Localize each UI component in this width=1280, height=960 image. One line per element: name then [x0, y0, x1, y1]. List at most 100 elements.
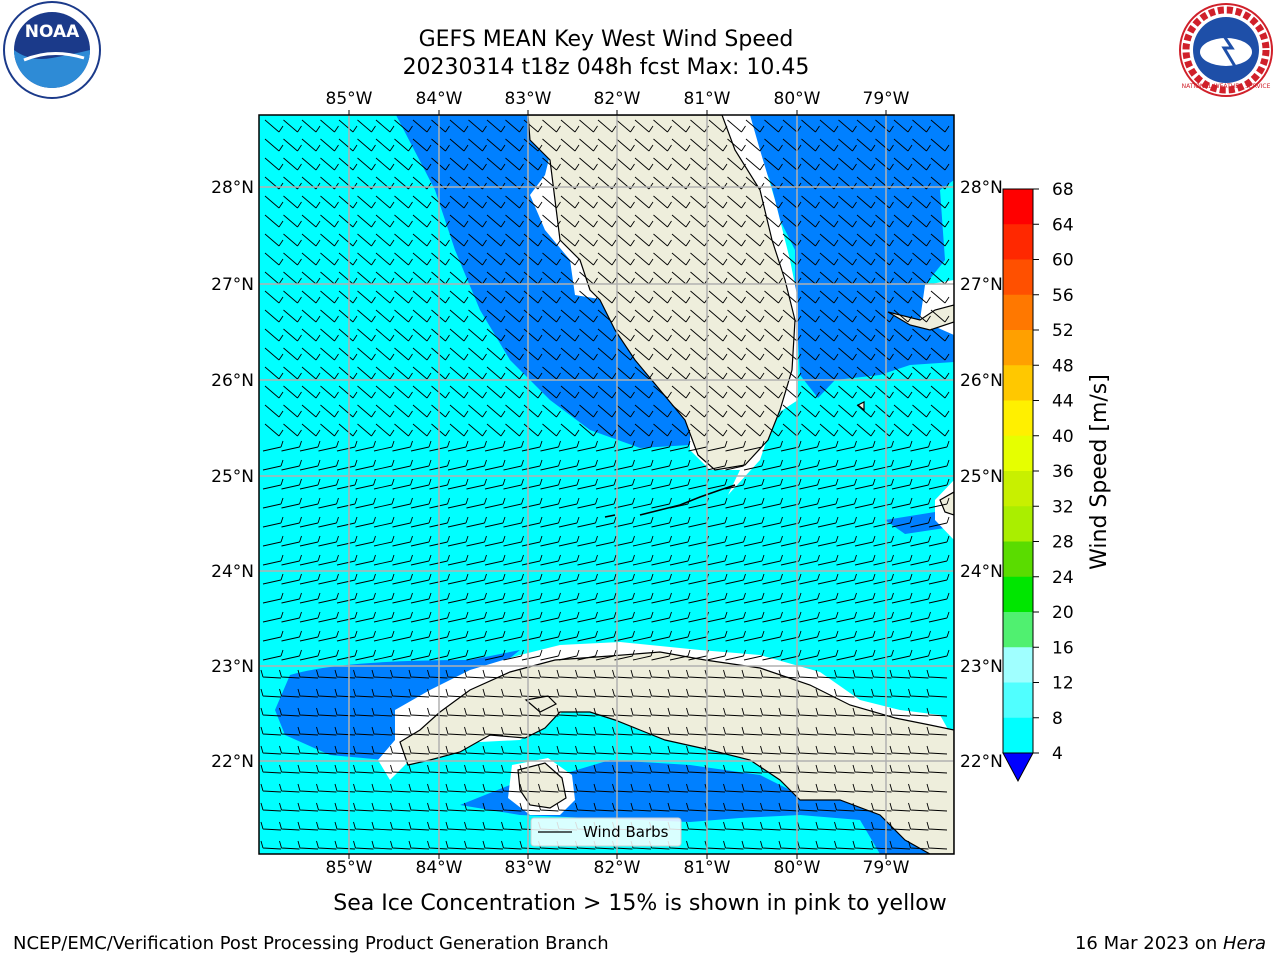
wind-barb [264, 404, 284, 418]
wind-barb [634, 119, 654, 133]
wind-barb [299, 592, 321, 604]
wind-barb [653, 138, 672, 152]
wind-barb [741, 764, 763, 774]
wind-barb [708, 366, 728, 380]
wind-barb [651, 459, 672, 471]
wind-barb [519, 783, 541, 793]
wind-barb [801, 119, 820, 133]
wind-barb [449, 366, 469, 380]
wind-barb [540, 535, 561, 547]
wind-barb [817, 535, 839, 547]
colorbar-tick-label: 44 [1052, 392, 1074, 412]
wind-barb [632, 497, 654, 509]
wind-barb [373, 459, 395, 471]
wind-barb [468, 309, 487, 323]
wind-barb [764, 309, 783, 323]
wind-barb [651, 573, 672, 585]
wind-barb [671, 423, 691, 437]
wind-barb [671, 366, 691, 380]
wind-barb [540, 649, 561, 661]
wind-barb [558, 459, 580, 471]
wind-barb [764, 347, 783, 361]
wind-barb [519, 707, 541, 717]
wind-barb [394, 233, 413, 247]
wind-barb [392, 459, 413, 471]
wind-barb [889, 821, 911, 831]
wind-barb [889, 840, 911, 850]
wind-barb [353, 707, 374, 717]
wind-barb [910, 554, 931, 566]
wind-barb [727, 347, 746, 361]
wind-barb [466, 478, 487, 490]
wind-barb [353, 688, 374, 698]
wind-barb [540, 440, 561, 452]
wind-barb [353, 840, 374, 850]
wind-barb [445, 840, 467, 850]
wind-barb [445, 745, 467, 755]
wind-barb [449, 157, 469, 171]
wind-barb [484, 554, 506, 566]
wind-barb [708, 309, 728, 323]
wind-barb [338, 385, 358, 399]
wind-barb [538, 669, 559, 679]
wind-barb [893, 233, 913, 247]
wind-barb [408, 745, 430, 755]
wind-barb [523, 309, 543, 323]
wind-barb [355, 535, 376, 547]
wind-barb [651, 516, 672, 528]
wind-barb [336, 516, 358, 528]
wind-barb [743, 440, 765, 452]
wind-barb [706, 649, 728, 661]
wind-barb [801, 195, 820, 209]
lon-tick-label: 81°W [684, 858, 731, 878]
wind-barb [799, 649, 820, 661]
wind-barb [597, 385, 617, 399]
wind-barb [708, 195, 728, 209]
wind-barb [838, 252, 857, 266]
wind-barb [667, 707, 689, 717]
wind-barb [799, 592, 820, 604]
wind-barb [667, 726, 689, 736]
wind-barb [930, 404, 950, 418]
wind-barb [597, 366, 617, 380]
wind-barb [542, 290, 561, 304]
wind-barb [706, 554, 728, 566]
wind-barb [875, 119, 894, 133]
wind-barb [926, 707, 948, 717]
wind-barb [762, 478, 783, 490]
wind-barb [577, 649, 598, 661]
wind-barb [373, 611, 395, 623]
wind-barb [910, 516, 931, 528]
wind-barb [891, 516, 913, 528]
wind-barb [778, 726, 800, 736]
wind-barb [464, 688, 485, 698]
wind-barb [778, 669, 800, 679]
low-wind-region-atlantic [750, 115, 954, 398]
wind-barb [926, 669, 948, 679]
wind-barb [301, 119, 321, 133]
wind-barb [408, 707, 430, 717]
map-legend: Wind Barbs [530, 817, 682, 847]
colorbar-segment [1003, 294, 1033, 331]
wind-barb [505, 404, 524, 418]
wind-barb [912, 347, 931, 361]
wind-barb [412, 271, 432, 285]
wind-barb [264, 252, 284, 266]
wind-barb [466, 611, 487, 623]
wind-barb [669, 592, 691, 604]
wind-barb [727, 385, 746, 399]
wind-barb [778, 707, 800, 717]
wind-barb [392, 649, 413, 661]
wind-barb [318, 478, 339, 490]
wind-barb [669, 649, 691, 661]
wind-barb [651, 478, 672, 490]
wind-barb [926, 688, 948, 698]
wind-barb [390, 802, 411, 812]
wind-barb [375, 328, 395, 342]
wind-barb [871, 688, 892, 698]
wind-barb [281, 649, 302, 661]
wind-barb [449, 252, 469, 266]
wind-barb [854, 573, 876, 585]
wind-barb [523, 366, 543, 380]
lat-tick-label: 22°N [211, 752, 254, 772]
